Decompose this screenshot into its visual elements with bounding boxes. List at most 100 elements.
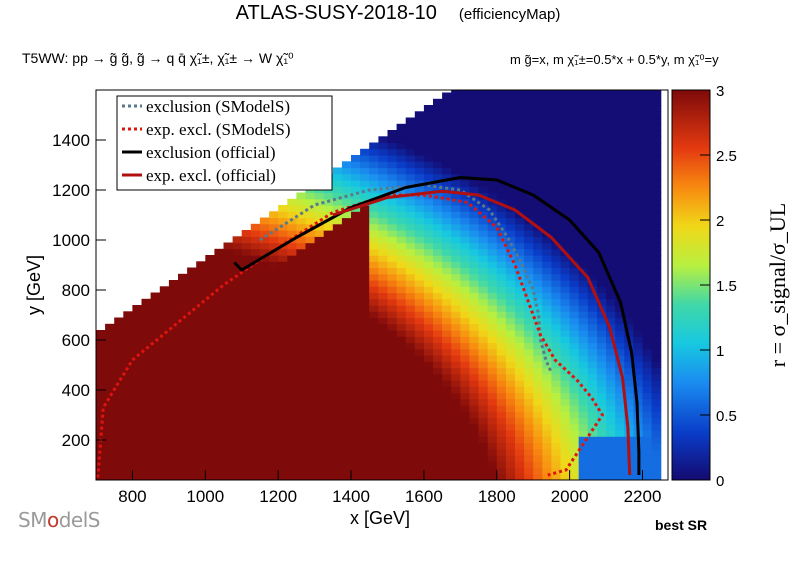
heatmap-cell bbox=[314, 286, 325, 294]
heatmap-cell bbox=[314, 467, 325, 475]
heatmap-cell bbox=[341, 273, 352, 281]
heatmap-cell bbox=[460, 192, 470, 200]
heatmap-cell bbox=[214, 405, 225, 412]
heatmap-cell bbox=[615, 90, 625, 94]
heatmap-cell bbox=[505, 167, 516, 175]
heatmap-cell bbox=[597, 286, 607, 294]
heatmap-cell bbox=[360, 167, 370, 175]
heatmap-cell bbox=[624, 167, 634, 175]
heatmap-cell bbox=[460, 411, 470, 419]
heatmap-cell bbox=[551, 342, 562, 350]
heatmap-cell bbox=[542, 186, 552, 194]
heatmap-cell bbox=[560, 205, 571, 212]
heatmap-cell bbox=[496, 155, 507, 162]
heatmap-cell bbox=[578, 198, 589, 206]
heatmap-cell bbox=[369, 373, 379, 381]
heatmap-cell bbox=[378, 292, 389, 300]
heatmap-cell bbox=[414, 155, 425, 162]
heatmap-cell bbox=[524, 192, 534, 200]
heatmap-cell bbox=[597, 348, 607, 356]
heatmap-cell bbox=[405, 223, 416, 231]
heatmap-cell bbox=[433, 423, 443, 431]
heatmap-cell bbox=[524, 136, 534, 144]
heatmap-cell bbox=[542, 317, 552, 325]
heatmap-cell bbox=[360, 336, 370, 344]
heatmap-cell bbox=[287, 286, 297, 294]
heatmap-cell bbox=[496, 423, 507, 431]
heatmap-cell bbox=[533, 123, 543, 131]
heatmap-cell bbox=[551, 130, 562, 137]
heatmap-cell bbox=[469, 286, 480, 294]
heatmap-cell bbox=[178, 367, 188, 375]
heatmap-cell bbox=[615, 186, 625, 194]
heatmap-cell bbox=[287, 373, 297, 381]
heatmap-cell bbox=[405, 155, 416, 162]
heatmap-cell bbox=[414, 230, 425, 237]
heatmap-cell bbox=[196, 411, 206, 419]
heatmap-cell bbox=[223, 398, 234, 406]
heatmap-cell bbox=[578, 248, 589, 256]
heatmap-cell bbox=[433, 292, 443, 300]
heatmap-cell bbox=[578, 367, 589, 375]
heatmap-cell bbox=[478, 380, 489, 387]
heatmap-cell bbox=[524, 461, 534, 469]
heatmap-cell bbox=[597, 461, 607, 469]
heatmap-cell bbox=[433, 405, 443, 412]
heatmap-cell bbox=[460, 155, 470, 162]
heatmap-cell bbox=[651, 455, 662, 462]
heatmap-cell bbox=[196, 267, 206, 275]
heatmap-cell bbox=[96, 367, 106, 375]
heatmap-cell bbox=[569, 442, 580, 450]
heatmap-cell bbox=[533, 242, 543, 250]
heatmap-cell bbox=[305, 473, 316, 480]
heatmap-cell bbox=[551, 173, 562, 181]
heatmap-cell bbox=[360, 242, 370, 250]
heatmap-cell bbox=[615, 248, 625, 256]
heatmap-cell bbox=[141, 348, 152, 356]
heatmap-cell bbox=[551, 286, 562, 294]
heatmap-cell bbox=[633, 323, 644, 331]
heatmap-cell bbox=[606, 161, 616, 169]
heatmap-cell bbox=[223, 373, 234, 381]
heatmap-cell bbox=[168, 373, 179, 381]
heatmap-cell bbox=[560, 186, 571, 194]
heatmap-cell bbox=[542, 223, 552, 231]
heatmap-cell bbox=[387, 348, 398, 356]
heatmap-cell bbox=[642, 248, 653, 256]
heatmap-cell bbox=[351, 255, 361, 262]
heatmap-cell bbox=[606, 442, 616, 450]
heatmap-cell bbox=[469, 398, 480, 406]
heatmap-cell bbox=[442, 205, 452, 212]
heatmap-cell bbox=[378, 267, 389, 275]
heatmap-cell bbox=[232, 436, 243, 444]
heatmap-cell bbox=[633, 192, 644, 200]
heatmap-cell bbox=[269, 255, 279, 262]
heatmap-cell bbox=[487, 142, 498, 150]
smodels-logo: SModelS bbox=[18, 508, 100, 532]
heatmap-cell bbox=[442, 286, 452, 294]
heatmap-cell bbox=[633, 348, 644, 356]
heatmap-cell bbox=[606, 448, 616, 456]
heatmap-cell bbox=[505, 298, 516, 306]
heatmap-cell bbox=[460, 442, 470, 450]
heatmap-cell bbox=[305, 230, 316, 237]
heatmap-cell bbox=[314, 448, 325, 456]
heatmap-cell bbox=[414, 330, 425, 337]
heatmap-cell bbox=[323, 286, 334, 294]
heatmap-cell bbox=[496, 167, 507, 175]
heatmap-cell bbox=[378, 361, 389, 369]
heatmap-cell bbox=[269, 292, 279, 300]
heatmap-cell bbox=[351, 392, 361, 400]
heatmap-cell bbox=[606, 230, 616, 237]
heatmap-cell bbox=[269, 442, 279, 450]
heatmap-cell bbox=[542, 111, 552, 119]
heatmap-cell bbox=[496, 186, 507, 194]
heatmap-cell bbox=[250, 467, 261, 475]
heatmap-cell bbox=[451, 330, 461, 337]
heatmap-cell bbox=[414, 148, 425, 156]
heatmap-cell bbox=[524, 117, 534, 125]
heatmap-cell bbox=[232, 236, 243, 244]
heatmap-cell bbox=[423, 467, 434, 475]
heatmap-cell bbox=[168, 380, 179, 387]
heatmap-cell bbox=[569, 92, 580, 100]
